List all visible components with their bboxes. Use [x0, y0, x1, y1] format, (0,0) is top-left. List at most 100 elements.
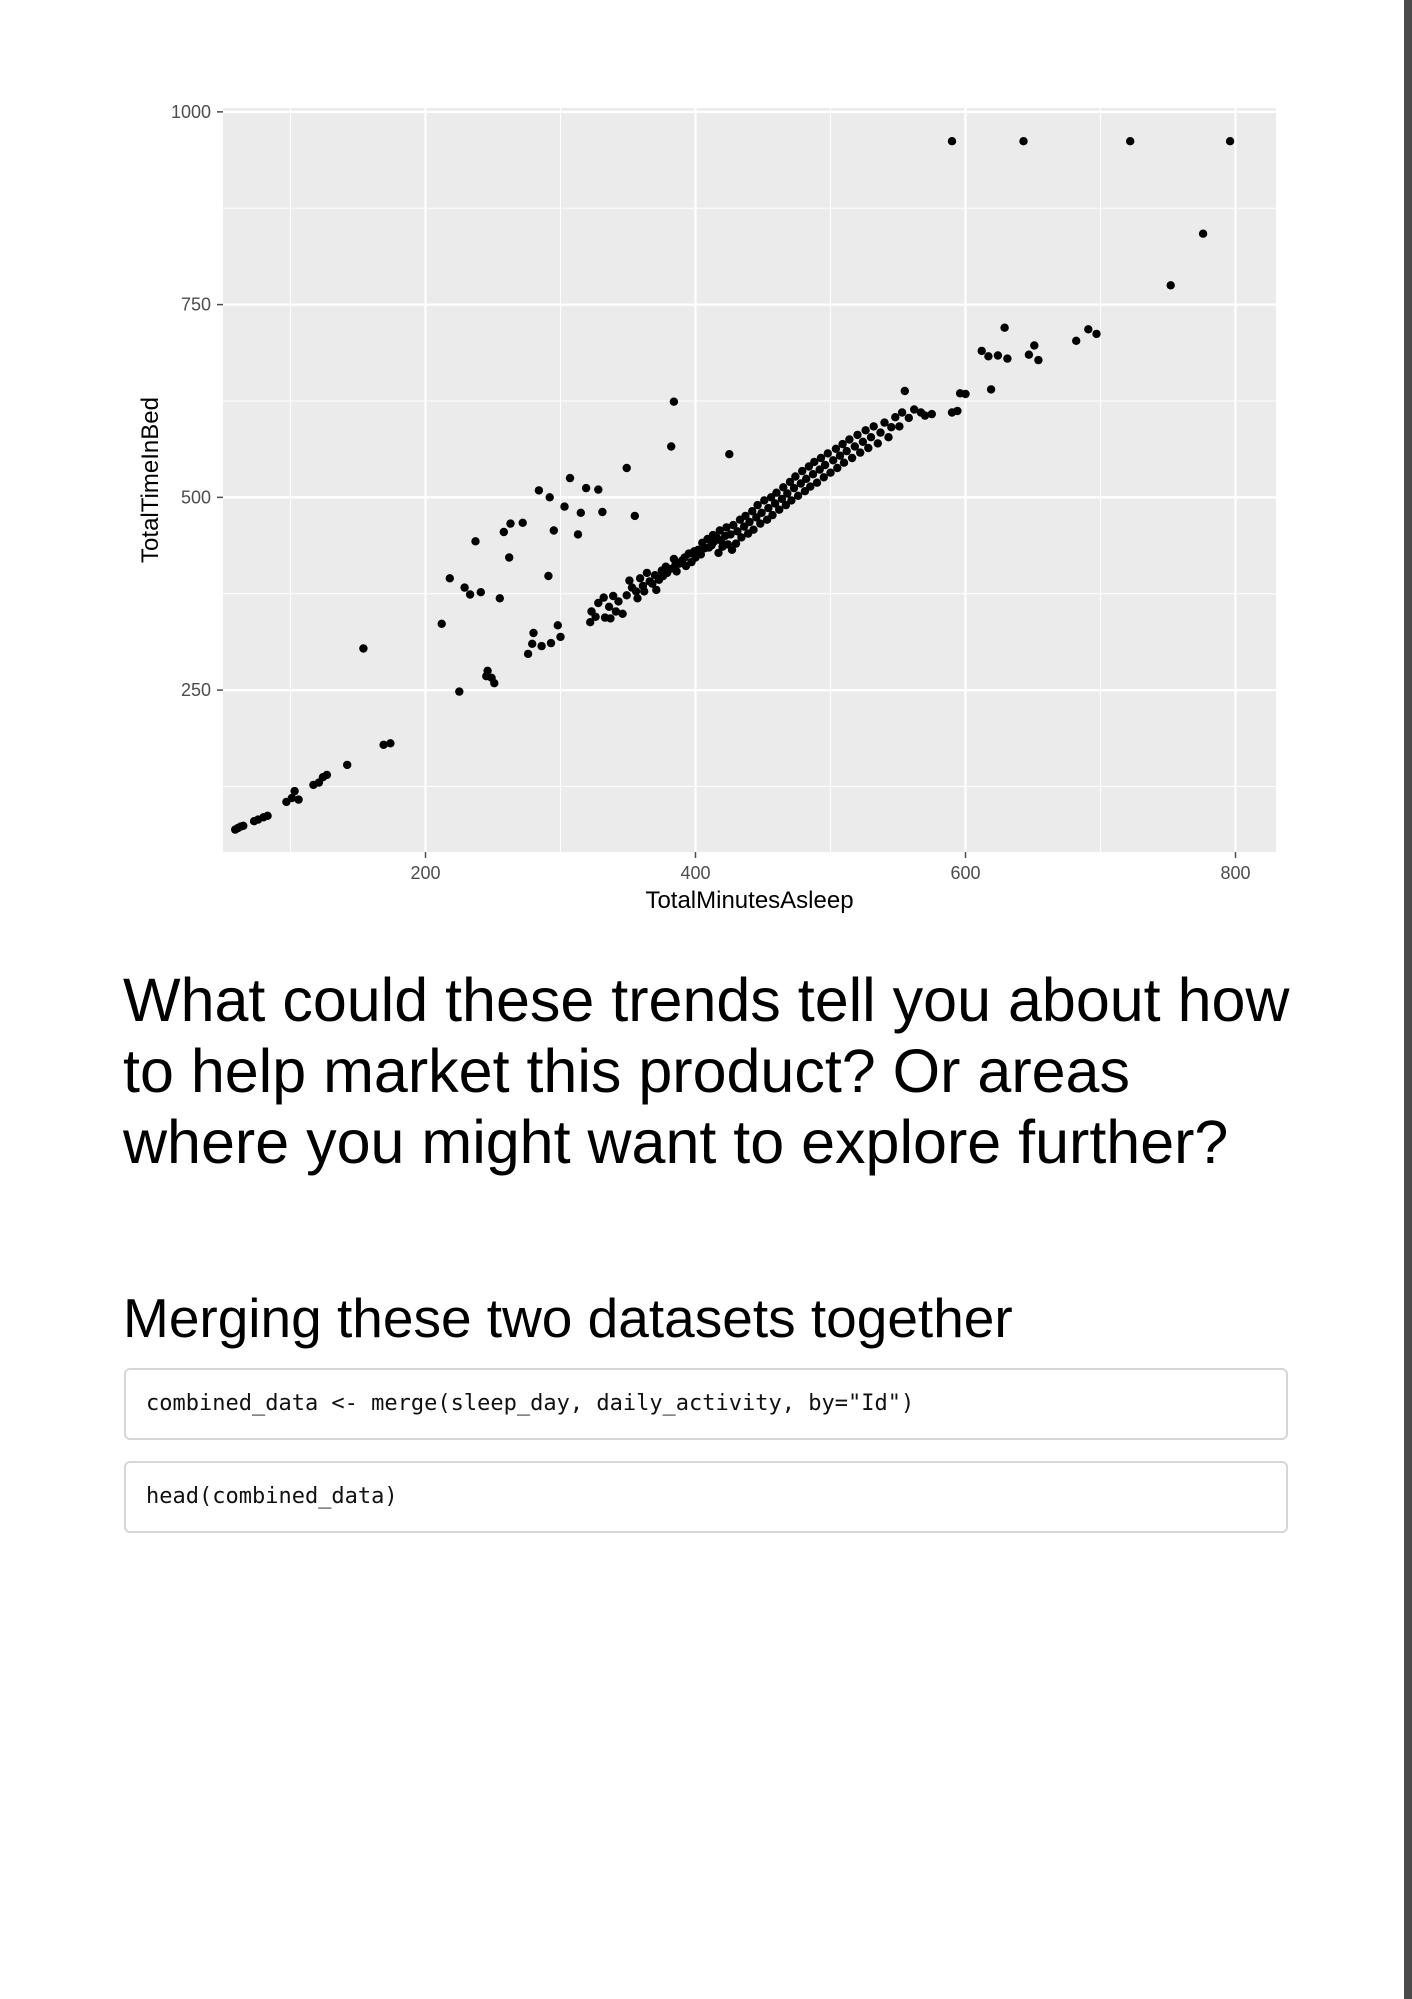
data-point	[672, 567, 681, 576]
data-point	[618, 609, 627, 618]
data-point	[986, 385, 996, 394]
data-point	[573, 530, 583, 539]
data-point	[1092, 329, 1101, 339]
data-point	[947, 137, 957, 146]
x-tick-label: 200	[410, 863, 440, 883]
data-point	[753, 500, 762, 510]
data-point	[263, 811, 272, 820]
data-point	[812, 478, 822, 487]
data-point	[553, 621, 562, 630]
data-point	[900, 386, 909, 396]
data-point	[993, 351, 1003, 360]
data-point	[798, 466, 807, 476]
data-point	[961, 389, 970, 399]
data-point	[622, 463, 631, 473]
data-point	[599, 593, 608, 602]
data-point	[856, 448, 865, 457]
data-point	[891, 413, 900, 422]
data-point	[1030, 341, 1039, 350]
data-point	[642, 568, 652, 578]
data-point	[476, 588, 485, 597]
data-point	[565, 473, 575, 483]
data-point	[614, 597, 623, 606]
data-point	[622, 591, 631, 600]
data-point	[505, 553, 514, 562]
data-point	[523, 649, 533, 659]
data-point	[770, 499, 780, 508]
data-point	[880, 418, 889, 427]
data-point	[239, 821, 248, 830]
data-point	[796, 479, 805, 488]
x-tick-label: 600	[950, 863, 980, 883]
data-point	[820, 460, 830, 470]
data-point	[290, 786, 299, 796]
data-point	[1225, 137, 1235, 146]
data-point	[490, 679, 499, 688]
data-point	[835, 451, 845, 460]
data-point	[591, 612, 600, 621]
data-point	[343, 760, 352, 770]
data-point	[546, 638, 556, 648]
data-point	[745, 517, 754, 527]
data-point	[727, 545, 737, 554]
data-point	[1084, 325, 1093, 334]
data-point	[895, 422, 904, 431]
data-point	[927, 409, 936, 419]
data-point	[777, 494, 787, 504]
data-point	[640, 587, 649, 596]
data-point	[537, 641, 546, 651]
data-point	[838, 439, 847, 449]
data-point	[1198, 229, 1208, 238]
data-point	[764, 503, 773, 513]
data-point	[560, 502, 569, 511]
data-point	[581, 483, 591, 493]
data-point	[1166, 281, 1175, 290]
data-point	[756, 519, 765, 528]
data-point	[845, 435, 854, 444]
data-point	[783, 489, 792, 498]
data-point	[829, 456, 838, 465]
data-point	[737, 533, 746, 542]
data-point	[1003, 354, 1012, 363]
data-point	[847, 453, 857, 463]
data-point	[781, 500, 791, 510]
data-point	[787, 496, 796, 505]
x-tick-label: 400	[680, 863, 710, 883]
data-point	[606, 614, 615, 623]
data-point	[884, 433, 893, 442]
y-tick-label: 500	[181, 487, 211, 507]
data-point	[714, 548, 723, 558]
data-point	[729, 520, 738, 530]
data-point	[1126, 137, 1135, 146]
data-point	[534, 486, 544, 495]
data-point	[322, 770, 332, 780]
data-point	[594, 598, 603, 608]
data-point	[528, 639, 537, 648]
data-point	[850, 442, 859, 451]
data-point	[791, 472, 800, 481]
y-axis-label: TotalTimeInBed	[137, 397, 164, 563]
data-point	[910, 405, 919, 414]
data-point	[471, 537, 480, 546]
data-point	[779, 483, 788, 492]
data-point	[823, 449, 832, 458]
data-point	[586, 618, 595, 627]
data-point	[648, 579, 657, 588]
data-point	[598, 507, 607, 517]
x-axis-label: TotalMinutesAsleep	[645, 887, 853, 914]
scatter-plot: 200 400 600 800 250 500 750 1000 TotalMinutesAs…	[137, 102, 1276, 914]
data-point	[1000, 323, 1009, 332]
data-point	[625, 576, 634, 585]
data-point	[768, 510, 777, 520]
data-point	[594, 485, 603, 494]
data-point	[544, 571, 553, 581]
data-point	[749, 525, 758, 534]
data-point	[633, 594, 642, 603]
data-point	[772, 488, 781, 497]
data-point	[864, 443, 873, 453]
data-point	[789, 483, 799, 493]
data-point	[785, 477, 795, 487]
data-point	[953, 406, 962, 416]
data-points	[231, 137, 1235, 834]
data-point	[359, 644, 368, 653]
